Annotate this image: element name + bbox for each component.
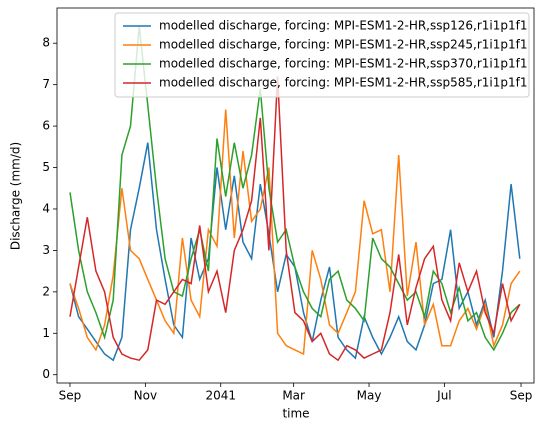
plot-frame	[56, 7, 535, 384]
y-tick-label: 5	[42, 160, 50, 174]
x-tick-label: Mar	[282, 389, 305, 403]
legend-label: modelled discharge, forcing: MPI-ESM1-2-…	[159, 19, 527, 33]
data-line	[69, 76, 521, 362]
y-tick-label: 3	[42, 243, 50, 257]
legend-label: modelled discharge, forcing: MPI-ESM1-2-…	[159, 76, 527, 90]
data-line	[69, 142, 521, 362]
x-tick-label: Sep	[59, 389, 82, 403]
y-tick-label: 2	[42, 284, 50, 298]
x-axis-label: time	[282, 407, 309, 421]
x-tick-label: Sep	[510, 389, 533, 403]
x-tick-label: May	[357, 389, 382, 403]
legend: modelled discharge, forcing: MPI-ESM1-2-…	[114, 12, 530, 98]
data-line	[69, 109, 521, 356]
x-tick-label: 2041	[205, 389, 236, 403]
y-axis-label: Discharge (mm/d)	[9, 142, 23, 250]
y-tick-label: 8	[42, 36, 50, 50]
x-tick-label: Jul	[436, 389, 451, 403]
y-tick-label: 4	[42, 201, 50, 215]
legend-box	[114, 12, 530, 98]
y-tick-label: 1	[42, 326, 50, 340]
y-tick-label: 6	[42, 119, 50, 133]
x-tick-label: Nov	[134, 389, 157, 403]
y-tick-label: 7	[42, 77, 50, 91]
y-tick-label: 0	[42, 367, 50, 381]
legend-label: modelled discharge, forcing: MPI-ESM1-2-…	[159, 57, 527, 71]
legend-label: modelled discharge, forcing: MPI-ESM1-2-…	[159, 38, 527, 52]
